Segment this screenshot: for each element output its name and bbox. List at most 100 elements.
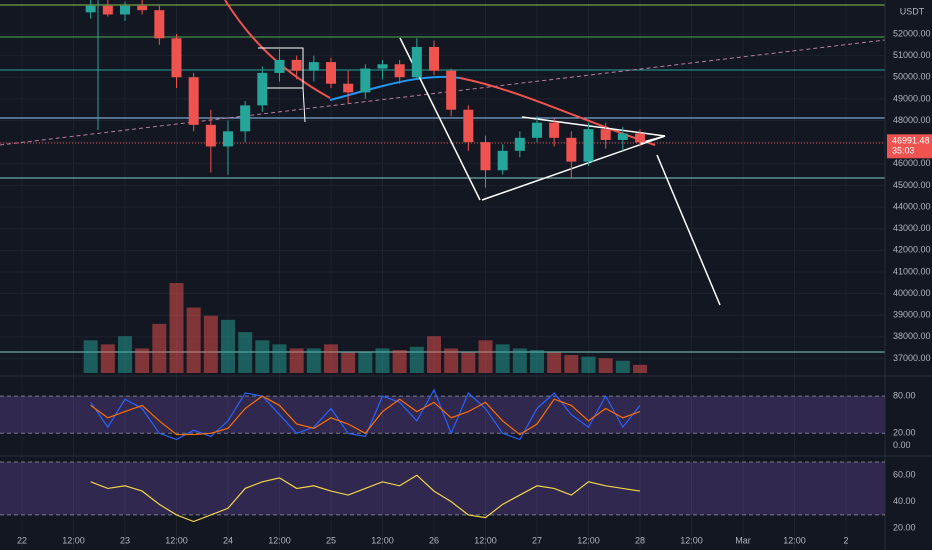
x-tick-label: 12:00 bbox=[371, 535, 394, 545]
x-tick-label: Mar bbox=[735, 535, 751, 545]
volume-bar bbox=[341, 352, 356, 373]
candle-body bbox=[566, 137, 577, 162]
y-tick-label: 40000.00 bbox=[893, 288, 931, 298]
y-tick-label: 80.00 bbox=[893, 390, 916, 400]
volume-bar bbox=[221, 319, 235, 373]
y-tick-label: 52000.00 bbox=[893, 28, 931, 38]
volume-bar bbox=[238, 332, 253, 373]
candle-body bbox=[532, 122, 542, 138]
volume-bar bbox=[118, 336, 132, 373]
volume-bar bbox=[530, 350, 544, 373]
indicator-line bbox=[90, 388, 641, 441]
candle-body bbox=[463, 109, 474, 143]
x-tick-label: 12:00 bbox=[783, 535, 806, 545]
volume-bar bbox=[100, 344, 115, 373]
candle-body bbox=[411, 46, 422, 78]
candle-body bbox=[583, 129, 594, 162]
volume-bar bbox=[409, 346, 424, 373]
candle-body bbox=[223, 131, 233, 147]
candle-body bbox=[600, 129, 611, 140]
y-tick-label: 20.00 bbox=[893, 428, 916, 438]
y-tick-label: 41000.00 bbox=[893, 266, 931, 276]
price-tag bbox=[887, 134, 932, 159]
candle-body bbox=[257, 72, 268, 106]
candle-body bbox=[326, 62, 336, 84]
volume-bar bbox=[375, 348, 390, 373]
candle-body bbox=[137, 5, 148, 11]
volume-bar bbox=[203, 315, 218, 373]
volume-bar bbox=[512, 348, 527, 373]
y-tick-label: 60.00 bbox=[893, 470, 916, 480]
volume-bar bbox=[169, 283, 184, 373]
candle-body bbox=[429, 46, 439, 71]
volume-bar bbox=[444, 348, 459, 373]
currency: USDT bbox=[900, 6, 925, 16]
y-tick-label: 37000.00 bbox=[893, 353, 931, 363]
band-fill bbox=[0, 396, 885, 434]
volume-bar bbox=[615, 360, 630, 373]
candle-body bbox=[343, 83, 354, 93]
y-tick-label: 20.00 bbox=[893, 523, 916, 533]
candle-body bbox=[480, 142, 491, 171]
volume-bar bbox=[547, 352, 562, 373]
x-tick-label: 25 bbox=[326, 535, 336, 545]
candle-body bbox=[240, 105, 251, 132]
x-tick-label: 24 bbox=[223, 535, 233, 545]
candle-body bbox=[446, 70, 457, 110]
candle-body bbox=[308, 62, 319, 71]
y-tick-label: 0.00 bbox=[893, 440, 911, 450]
volume-bar bbox=[186, 307, 201, 373]
y-tick-label: 49000.00 bbox=[893, 93, 931, 103]
candle-body bbox=[635, 133, 645, 143]
indicator-line bbox=[90, 395, 641, 436]
x-tick-label: 12:00 bbox=[62, 535, 85, 545]
candle-body bbox=[549, 122, 560, 138]
volume-bar bbox=[427, 336, 441, 373]
x-tick-label: 12:00 bbox=[268, 535, 291, 545]
candle-body bbox=[85, 5, 96, 13]
x-tick-label: 27 bbox=[532, 535, 542, 545]
y-tick-label: 50000.00 bbox=[893, 72, 931, 82]
x-tick-label: 22 bbox=[17, 535, 27, 545]
currency-box bbox=[898, 5, 926, 19]
y-tick-label: 38000.00 bbox=[893, 331, 931, 341]
candle-body bbox=[617, 133, 628, 140]
volume-bar bbox=[289, 348, 304, 373]
volume-bar bbox=[581, 356, 596, 373]
x-tick-label: 12:00 bbox=[165, 535, 188, 545]
x-tick-label: 23 bbox=[120, 535, 130, 545]
y-tick-label: 45000.00 bbox=[893, 180, 931, 190]
x-tick-label: 12:00 bbox=[680, 535, 703, 545]
volume-bar bbox=[83, 340, 98, 373]
y-tick-label: 46000.00 bbox=[893, 158, 931, 168]
x-tick-label: 2 bbox=[843, 535, 848, 545]
y-tick-label: 42000.00 bbox=[893, 245, 931, 255]
y-tick-label: 43000.00 bbox=[893, 223, 931, 233]
volume-bar bbox=[478, 340, 493, 373]
y-tick-label: 48000.00 bbox=[893, 115, 931, 125]
indicator-line bbox=[90, 474, 641, 523]
volume-bar bbox=[272, 344, 287, 373]
volume-bar bbox=[255, 340, 270, 373]
band-fill bbox=[0, 461, 885, 515]
volume-bar bbox=[633, 364, 647, 373]
volume-bar bbox=[152, 323, 167, 373]
volume-bar bbox=[358, 352, 373, 373]
x-tick-label: 26 bbox=[429, 535, 439, 545]
candle-body bbox=[497, 150, 508, 171]
candle-body bbox=[274, 59, 285, 73]
candle-body bbox=[171, 38, 182, 78]
candle-body bbox=[102, 5, 113, 15]
y-tick-label: 40.00 bbox=[893, 496, 916, 506]
candle-body bbox=[291, 59, 302, 71]
candle-body bbox=[360, 68, 371, 93]
volume-bar bbox=[392, 350, 407, 373]
x-tick-label: 12:00 bbox=[474, 535, 497, 545]
y-tick-label: 39000.00 bbox=[893, 310, 931, 320]
candle-body bbox=[514, 137, 525, 151]
volume-bar bbox=[598, 358, 613, 373]
volume-bar bbox=[564, 355, 579, 373]
